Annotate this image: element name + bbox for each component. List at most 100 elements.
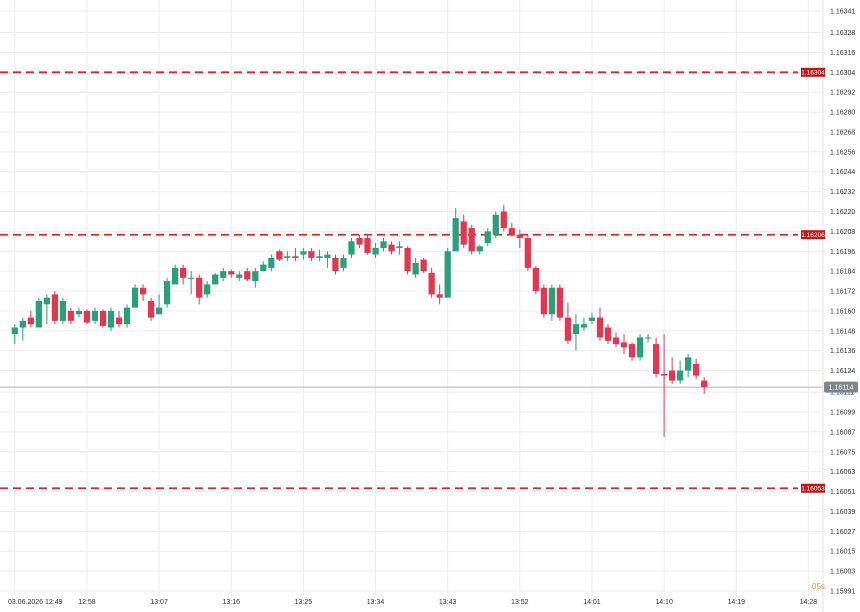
candle-bull[interactable] (284, 251, 291, 262)
candle-bear[interactable] (596, 307, 604, 341)
candle-bear[interactable] (332, 254, 339, 275)
candle-bear[interactable] (428, 267, 435, 298)
candle-bear[interactable] (356, 234, 363, 248)
candle-bull[interactable] (548, 284, 556, 321)
candle-bull[interactable] (11, 324, 18, 345)
candle-bull[interactable] (380, 238, 387, 252)
candle-bear[interactable] (628, 342, 636, 361)
candle-bear[interactable] (660, 334, 668, 437)
candle-bear[interactable] (460, 214, 467, 248)
candle-bull[interactable] (260, 261, 267, 272)
candle-bear[interactable] (668, 357, 676, 384)
candle-bull[interactable] (252, 267, 259, 288)
candle-bear[interactable] (388, 241, 395, 255)
candle-bear[interactable] (612, 332, 620, 348)
candle-bull[interactable] (636, 334, 644, 361)
candle-bull[interactable] (91, 307, 99, 325)
y-tick-label: 1.16160 (830, 308, 855, 315)
candle-bull[interactable] (677, 360, 684, 384)
candle-body (123, 307, 131, 325)
candle-bear[interactable] (51, 291, 59, 325)
candle-bull[interactable] (685, 354, 692, 378)
candle-bull[interactable] (588, 312, 596, 325)
candle-bull[interactable] (163, 277, 171, 308)
candle-bear[interactable] (532, 266, 539, 295)
candle-bear[interactable] (27, 310, 34, 328)
candle-body (524, 238, 531, 268)
candle-bear[interactable] (244, 267, 251, 282)
candle-bear[interactable] (67, 307, 75, 325)
candle-bear[interactable] (693, 359, 700, 379)
candle-bear[interactable] (516, 229, 523, 248)
candle-bear[interactable] (564, 302, 572, 345)
candle-bull[interactable] (396, 241, 403, 255)
candle-bear[interactable] (99, 309, 107, 328)
candle-bear[interactable] (420, 257, 427, 273)
candle-bear[interactable] (556, 284, 564, 321)
candle-bull[interactable] (348, 238, 355, 258)
candle-bull[interactable] (444, 247, 451, 298)
candle-bull[interactable] (35, 297, 42, 328)
candle-bear[interactable] (115, 310, 123, 328)
candle-bear[interactable] (364, 234, 371, 255)
y-tick-label: 1.16268 (830, 129, 855, 136)
candle-bear[interactable] (604, 324, 612, 345)
candle-bull[interactable] (236, 271, 243, 282)
candle-bull[interactable] (131, 284, 139, 308)
candle-bull[interactable] (372, 243, 379, 258)
candle-bear[interactable] (500, 204, 507, 232)
candle-bull[interactable] (268, 254, 275, 272)
candle-bear[interactable] (147, 297, 155, 321)
candle-bear[interactable] (196, 274, 203, 305)
candle-bear[interactable] (404, 246, 411, 275)
candle-body (628, 344, 636, 358)
candle-bear[interactable] (468, 224, 475, 255)
candle-bull[interactable] (644, 334, 652, 343)
candle-body (580, 324, 588, 328)
time-axis[interactable]: 03.06.2026 12:49 12:58 13:07 13:16 13:25 13:3… (8, 599, 817, 606)
candle-bear[interactable] (139, 284, 147, 301)
candle-bull[interactable] (580, 317, 588, 331)
y-tick-label: 1.16124 (830, 368, 855, 375)
candle-bull[interactable] (324, 251, 331, 268)
candle-bear[interactable] (524, 234, 531, 272)
candle-bull[interactable] (107, 307, 115, 331)
candle-bull[interactable] (155, 294, 163, 315)
candle-bull[interactable] (316, 249, 323, 262)
candle-bear[interactable] (652, 337, 660, 378)
candle-bull[interactable] (123, 304, 131, 328)
candle-bull[interactable] (188, 271, 195, 295)
candle-bull[interactable] (572, 314, 580, 351)
price-axis[interactable]: 1.16341 1.16328 1.16316 1.16304 1.16292 1.162… (830, 9, 855, 596)
candle-bear[interactable] (701, 377, 708, 394)
candle-bear[interactable] (276, 249, 283, 262)
candle-bull[interactable] (204, 281, 211, 298)
candle-bull[interactable] (300, 247, 307, 260)
candle-bear[interactable] (508, 223, 515, 237)
candle-bear[interactable] (180, 264, 187, 285)
candle-bull[interactable] (220, 267, 227, 282)
candle-bear[interactable] (620, 334, 628, 355)
candle-bull[interactable] (75, 307, 83, 318)
candle-bull[interactable] (492, 211, 499, 239)
candle-bear[interactable] (83, 309, 91, 325)
candle-body (340, 257, 347, 268)
candle-bear[interactable] (308, 247, 315, 262)
candle-body (612, 337, 620, 345)
candle-bear[interactable] (436, 284, 443, 305)
candle-bull[interactable] (19, 317, 26, 341)
y-tick-label: 1.16292 (830, 90, 855, 97)
candle-body (452, 218, 459, 252)
candle-bull[interactable] (340, 254, 347, 272)
candle-bear[interactable] (540, 284, 547, 318)
candle-bull[interactable] (212, 272, 219, 285)
candle-bull[interactable] (412, 257, 419, 278)
candle-bull[interactable] (452, 208, 459, 252)
candle-bear[interactable] (292, 247, 299, 262)
candle-bull[interactable] (476, 244, 483, 255)
candle-bull[interactable] (59, 297, 67, 325)
candle-bear[interactable] (228, 269, 235, 278)
candle-bull[interactable] (43, 294, 50, 325)
candle-bull[interactable] (172, 264, 179, 285)
candle-bull[interactable] (484, 228, 491, 247)
